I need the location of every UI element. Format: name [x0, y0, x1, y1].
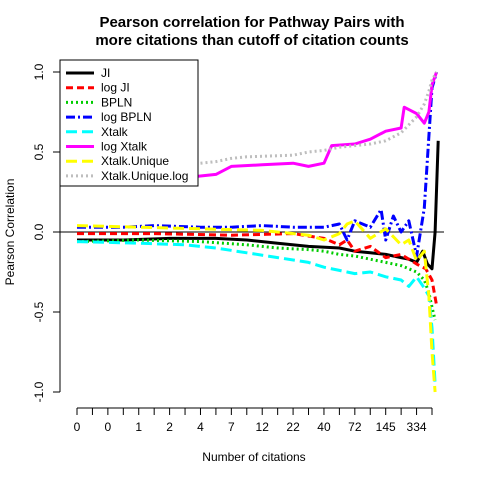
- legend-label-log-ji: log JI: [101, 81, 130, 95]
- legend-label-xtalk-unique: Xtalk.Unique: [101, 154, 169, 168]
- legend-label-xtalk: Xtalk: [101, 125, 129, 139]
- series-line-xtalk-unique-log: [76, 71, 438, 183]
- y-axis-ticks: -1.0 -0.5 0.0 0.5 1.0: [32, 63, 60, 402]
- series-line-xtalk: [76, 240, 437, 385]
- y-tick-label: 0.5: [32, 143, 46, 160]
- series-line-log-bpln: [77, 71, 439, 258]
- x-tick-label: 22: [286, 420, 300, 434]
- legend-label-ji: JI: [101, 66, 110, 80]
- legend-label-bpln: BPLN: [101, 95, 132, 109]
- series-layer: [76, 71, 440, 393]
- legend-label-xtalk-unique-log: Xtalk.Unique.log: [101, 169, 188, 183]
- x-tick-label: 2: [166, 420, 173, 434]
- x-tick-label: 1: [135, 420, 142, 434]
- x-tick-label: 12: [256, 420, 270, 434]
- y-tick-label: 0.0: [32, 223, 46, 240]
- chart-title-line-1: Pearson correlation for Pathway Pairs wi…: [99, 14, 404, 31]
- x-tick-label: 334: [407, 420, 427, 434]
- legend-label-log-xtalk: log Xtalk: [101, 140, 148, 154]
- series-line-bpln: [76, 238, 437, 321]
- series-line-log-ji: [77, 232, 439, 306]
- x-axis-label: Number of citations: [202, 450, 305, 464]
- x-tick-label: 0: [105, 420, 112, 434]
- y-tick-label: -1.0: [32, 381, 46, 402]
- series-line-ji: [77, 140, 440, 271]
- chart-title-line-2: more citations than cutoff of citation c…: [95, 32, 408, 49]
- x-tick-label: 4: [197, 420, 204, 434]
- y-tick-label: 1.0: [32, 63, 46, 80]
- legend-box: [59, 59, 199, 187]
- x-tick-label: 7: [228, 420, 235, 434]
- series-line-xtalk-unique: [76, 219, 437, 393]
- x-tick-label: 40: [317, 420, 331, 434]
- x-tick-label: 72: [348, 420, 362, 434]
- x-axis-ticks: 0 0 1 2 4 7 12 22 40 72 145 334: [74, 408, 433, 434]
- y-axis-label: Pearson Correlation: [3, 179, 17, 286]
- x-tick-label: 145: [376, 420, 396, 434]
- legend-label-log-bpln: log BPLN: [101, 110, 152, 124]
- x-tick-label: 0: [74, 420, 81, 434]
- y-tick-label: -0.5: [32, 301, 46, 322]
